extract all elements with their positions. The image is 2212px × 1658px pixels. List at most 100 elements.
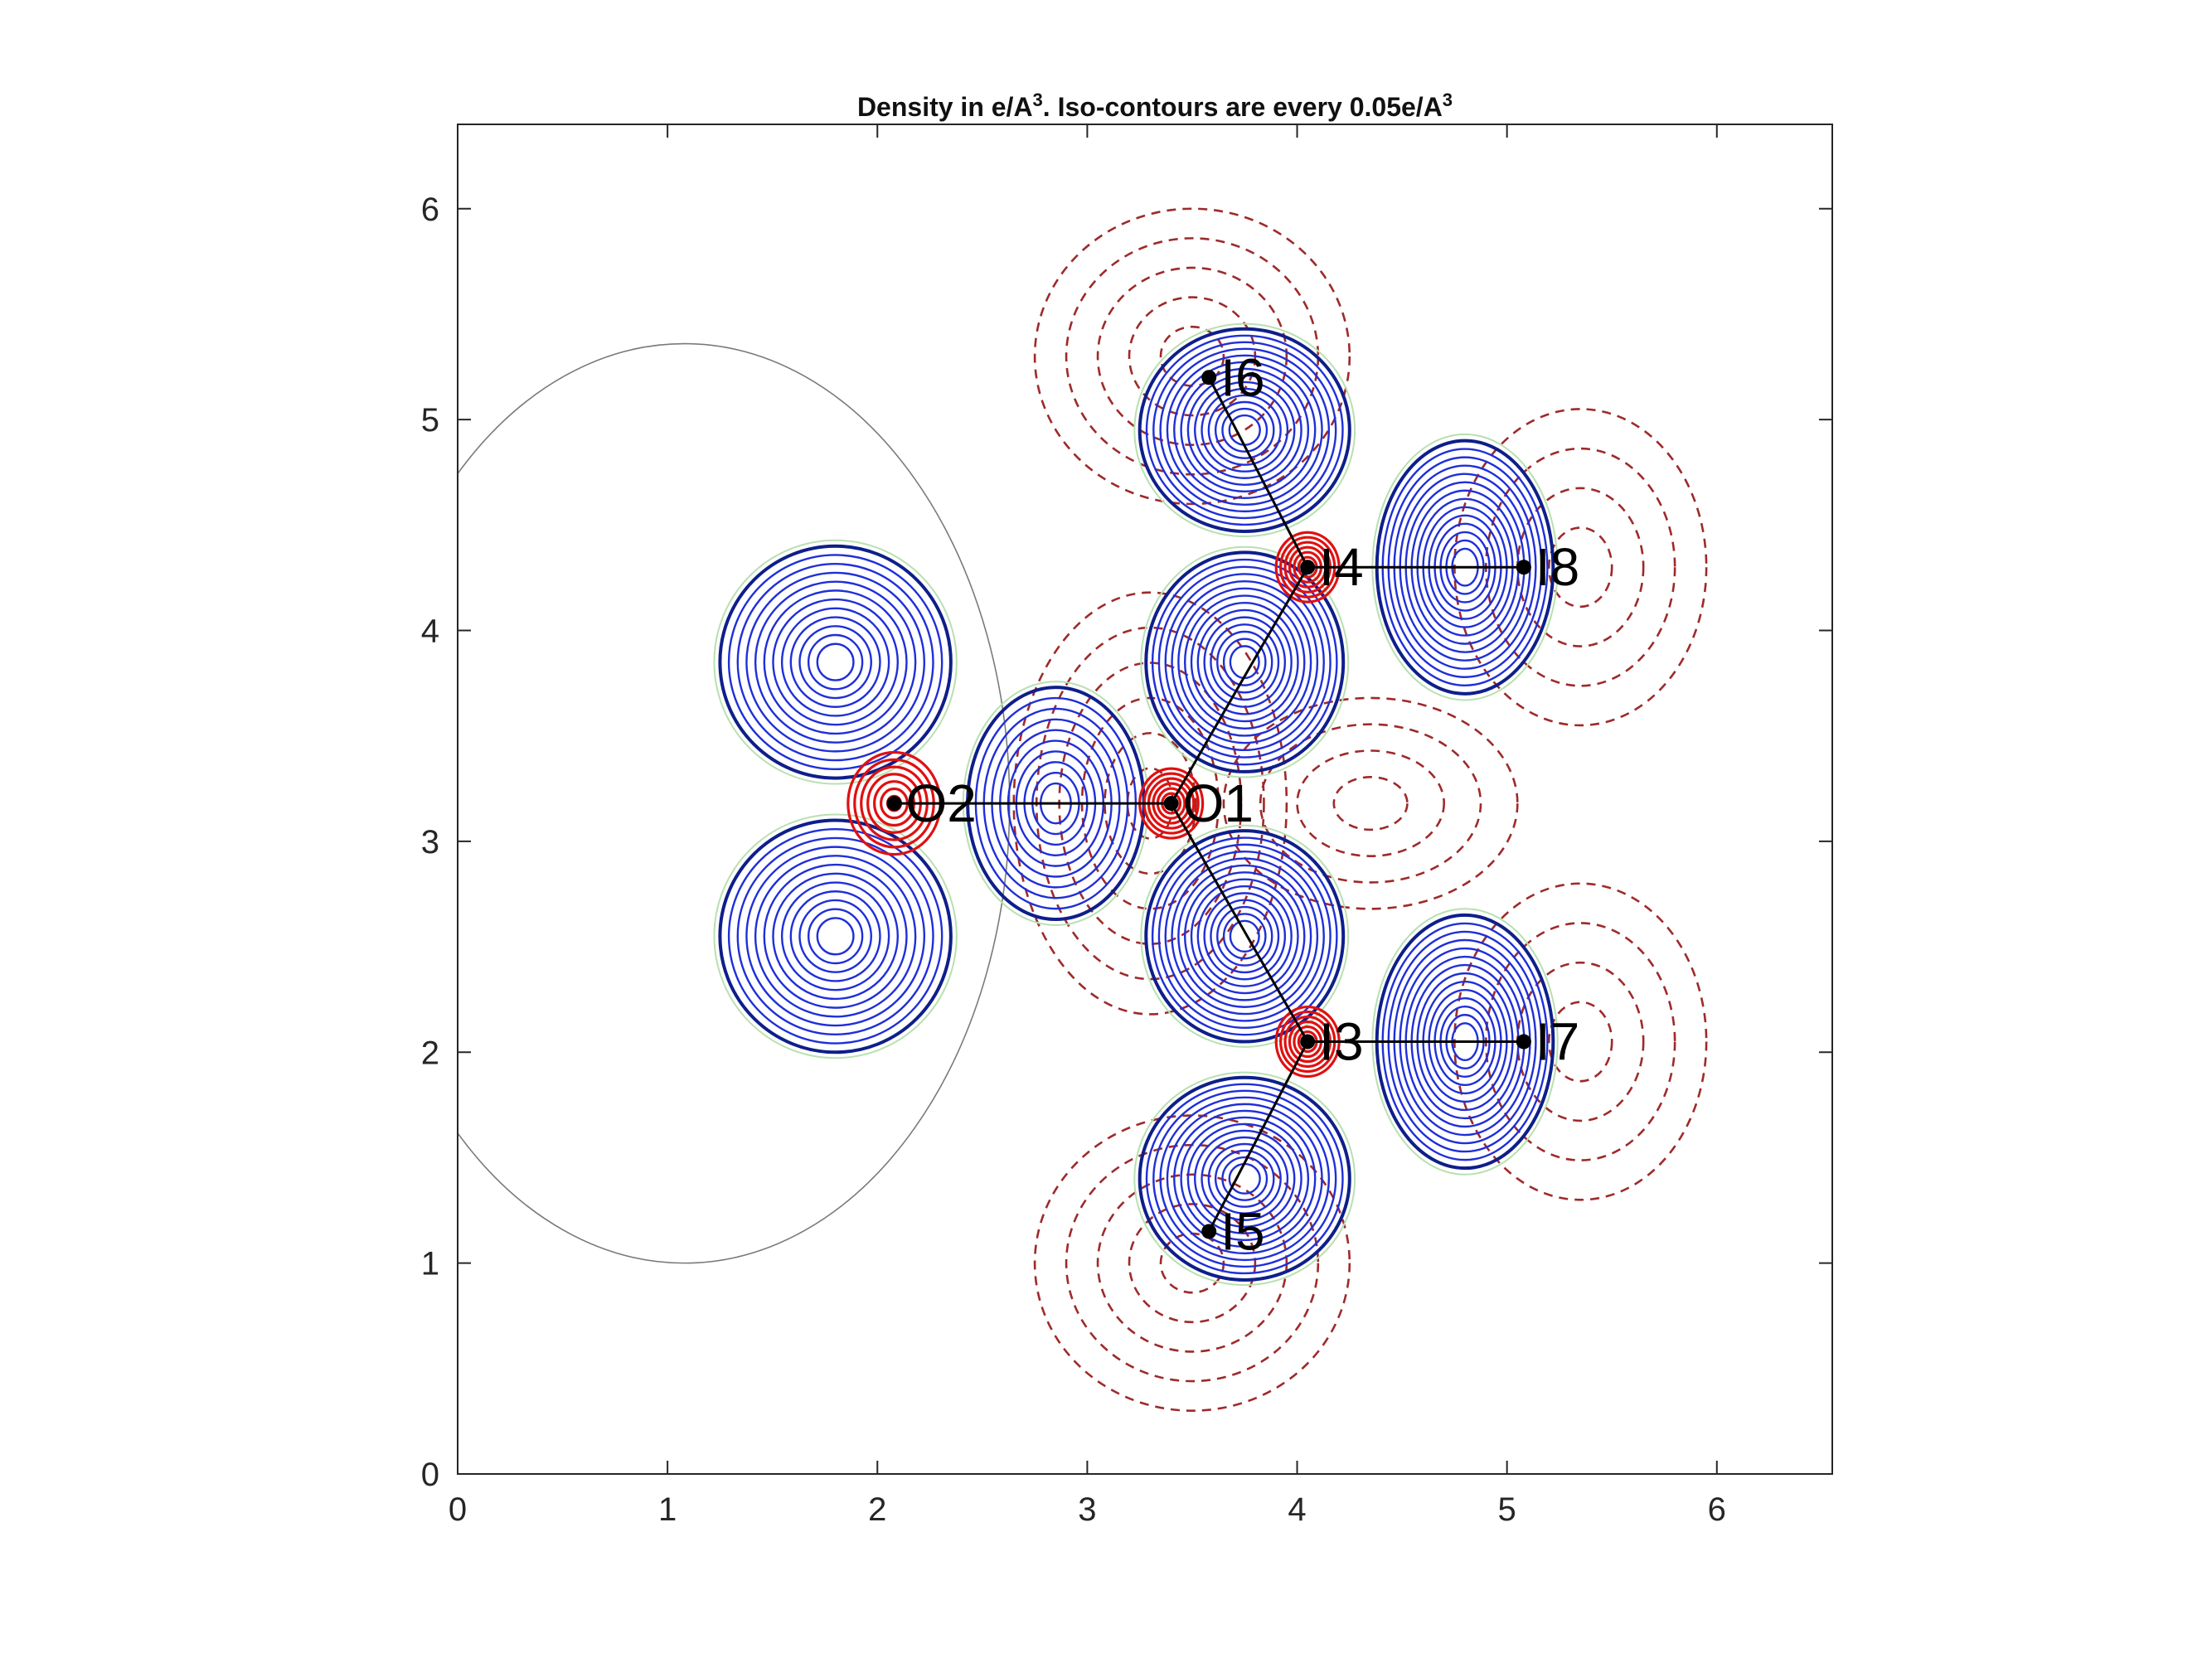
positive-contour bbox=[1159, 347, 1331, 513]
positive-contour bbox=[745, 846, 926, 1027]
positive-contour bbox=[1152, 1089, 1337, 1268]
lobe-edge-contour bbox=[713, 813, 958, 1059]
atom-label: I4 bbox=[1319, 537, 1363, 597]
positive-contour bbox=[763, 589, 908, 735]
positive-contour bbox=[1180, 1116, 1310, 1242]
positive-contour bbox=[1221, 1156, 1269, 1201]
positive-contour bbox=[1164, 851, 1325, 1022]
positive-contour bbox=[1186, 1122, 1302, 1235]
positive-contour bbox=[1171, 579, 1319, 744]
positive-contour bbox=[1183, 871, 1306, 1001]
title-part-2: . Iso-contours are every 0.05e/A bbox=[1043, 92, 1443, 122]
atom-marker bbox=[1516, 560, 1531, 575]
atom-label: I6 bbox=[1220, 347, 1264, 407]
positive-contour bbox=[1201, 1136, 1289, 1221]
positive-contour bbox=[1157, 843, 1332, 1030]
plot-frame bbox=[457, 124, 1833, 1475]
y-tick-label: 3 bbox=[421, 824, 439, 861]
bond-line bbox=[1207, 376, 1309, 568]
y-tick-label: 4 bbox=[421, 613, 439, 650]
positive-contour bbox=[1144, 550, 1346, 773]
x-tick-label: 5 bbox=[1498, 1491, 1516, 1528]
title-superscript-2: 3 bbox=[1443, 90, 1453, 110]
positive-contour bbox=[745, 571, 926, 753]
positive-contour bbox=[1210, 899, 1280, 974]
positive-contour bbox=[1180, 367, 1310, 493]
positive-contour bbox=[1222, 638, 1267, 686]
positive-contour bbox=[816, 642, 855, 681]
x-tick-label: 0 bbox=[449, 1491, 467, 1528]
negative-contour bbox=[1033, 207, 1351, 506]
negative-contour bbox=[1259, 723, 1482, 884]
negative-contour bbox=[1096, 266, 1288, 446]
negative-contour bbox=[1104, 731, 1197, 875]
atom-marker bbox=[1516, 1034, 1531, 1050]
bond-line bbox=[1170, 802, 1309, 1043]
positive-contour bbox=[1152, 341, 1337, 520]
positive-contour bbox=[1166, 1103, 1323, 1255]
title-superscript-1: 3 bbox=[1033, 90, 1043, 110]
positive-contour bbox=[1190, 602, 1299, 723]
positive-contour bbox=[1214, 400, 1275, 459]
positive-contour bbox=[1151, 836, 1338, 1036]
y-tick-label: 1 bbox=[421, 1246, 439, 1282]
positive-contour bbox=[807, 908, 864, 965]
positive-contour bbox=[1157, 565, 1332, 759]
bond-line bbox=[1170, 566, 1309, 804]
atom-label: O1 bbox=[1183, 773, 1254, 833]
atom-marker bbox=[886, 796, 902, 812]
negative-contour bbox=[1547, 526, 1613, 608]
lobe-edge-contour bbox=[1140, 824, 1350, 1048]
positive-contour bbox=[1138, 1075, 1351, 1282]
positive-contour bbox=[1203, 616, 1287, 708]
positive-contour bbox=[1173, 1109, 1317, 1248]
x-tick-label: 2 bbox=[868, 1491, 886, 1528]
positive-contour bbox=[772, 598, 900, 726]
positive-contour bbox=[1145, 334, 1344, 526]
positive-contour bbox=[1145, 1083, 1344, 1275]
atom-marker bbox=[1300, 560, 1316, 575]
positive-contour bbox=[736, 836, 934, 1035]
lobe-edge-contour bbox=[1133, 1071, 1356, 1287]
positive-contour bbox=[780, 607, 890, 717]
positive-contour bbox=[1151, 558, 1338, 766]
atom-marker bbox=[1163, 796, 1179, 812]
negative-contour bbox=[1547, 1001, 1613, 1083]
positive-contour bbox=[1164, 573, 1325, 752]
positive-contour bbox=[789, 890, 881, 982]
positive-contour bbox=[754, 855, 917, 1018]
negative-contour bbox=[1033, 1114, 1351, 1412]
positive-contour bbox=[1177, 587, 1312, 737]
positive-contour bbox=[1214, 1149, 1275, 1208]
negative-contour bbox=[1332, 775, 1409, 831]
y-tick-label: 2 bbox=[421, 1035, 439, 1071]
positive-contour bbox=[736, 563, 934, 762]
x-tick-label: 6 bbox=[1708, 1491, 1726, 1528]
positive-contour bbox=[798, 625, 872, 700]
positive-contour bbox=[1177, 864, 1312, 1008]
title-part-1: Density in e/A bbox=[857, 92, 1033, 122]
positive-contour bbox=[1201, 387, 1289, 473]
positive-contour bbox=[807, 633, 864, 691]
negative-contour bbox=[1128, 1203, 1257, 1324]
positive-contour bbox=[1229, 919, 1260, 953]
positive-contour bbox=[1186, 374, 1302, 486]
atom-marker bbox=[1300, 1034, 1316, 1050]
positive-contour bbox=[1196, 885, 1293, 987]
lobe-edge-contour bbox=[713, 539, 958, 785]
atom-layer: O2 O1 I4 I3 I6 I8 I7 I5 bbox=[886, 347, 1579, 1261]
positive-contour bbox=[1196, 608, 1293, 715]
x-tick-label: 1 bbox=[658, 1491, 677, 1528]
positive-contour bbox=[789, 616, 881, 708]
negative-contour bbox=[1096, 1173, 1288, 1353]
positive-contour bbox=[1190, 878, 1299, 995]
negative-contour bbox=[1296, 749, 1446, 857]
atom-label: I5 bbox=[1220, 1201, 1264, 1261]
positive-contour bbox=[1173, 361, 1317, 500]
positive-contour bbox=[1210, 623, 1280, 701]
positive-contour bbox=[1207, 1142, 1282, 1214]
y-tick-label: 6 bbox=[421, 191, 439, 228]
atom-marker bbox=[1201, 1224, 1217, 1239]
